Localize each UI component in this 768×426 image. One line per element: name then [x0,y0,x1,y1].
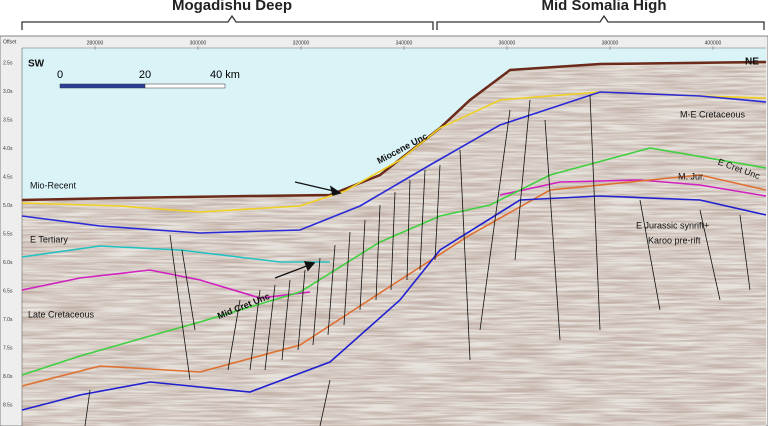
offset-label: 360000 [499,40,516,46]
offset-label: 300000 [190,40,207,46]
unit-label: Late Cretaceous [28,309,95,319]
unit-label: Mio-Recent [30,180,77,190]
time-label: 7.5s [3,345,13,351]
unit-label: E Jurassic synrift+ [636,220,709,230]
end-label: SW [28,59,45,70]
bracket [436,14,765,30]
unit-label: M. Jur. [678,171,705,181]
offset-label: 380000 [602,40,619,46]
time-label: 2.5s [3,60,13,66]
region-title: Mogadishu Deep [172,0,292,14]
unit-label: M-E Cretaceous [680,109,746,119]
time-label: 8.0s [3,374,13,380]
bracket [21,14,434,30]
time-label: 3.0s [3,89,13,95]
time-label: 3.5s [3,117,13,123]
offset-label: 280000 [87,40,104,46]
time-label: 6.0s [3,260,13,266]
time-label: 5.5s [3,231,13,237]
horizons [21,60,767,411]
offset-label: 400000 [705,40,722,46]
time-label: 4.5s [3,174,13,180]
offset-label: 340000 [396,40,413,46]
faults [84,94,751,426]
time-label: 4.0s [3,146,13,152]
region-title: Mid Somalia High [541,0,666,14]
time-label: 7.0s [3,317,13,323]
scale-label: 0 [57,69,63,81]
end-label: NE [745,57,759,68]
unit-label: Karoo pre-rift [648,235,701,245]
scale-label: 40 km [210,69,240,81]
axes: Offset 280000 300000 320000 340000 360000 380… [3,39,766,426]
time-label: 5.0s [3,203,13,209]
arrows [274,181,342,279]
scale-label: 20 [139,69,151,81]
time-label: 6.5s [3,288,13,294]
scale-bar [59,83,146,89]
axis-title: Offset [3,39,17,45]
time-label: 8.5s [3,402,13,408]
unit-label: E Tertiary [30,234,68,244]
scale-bar [144,83,226,89]
offset-label: 320000 [293,40,310,46]
